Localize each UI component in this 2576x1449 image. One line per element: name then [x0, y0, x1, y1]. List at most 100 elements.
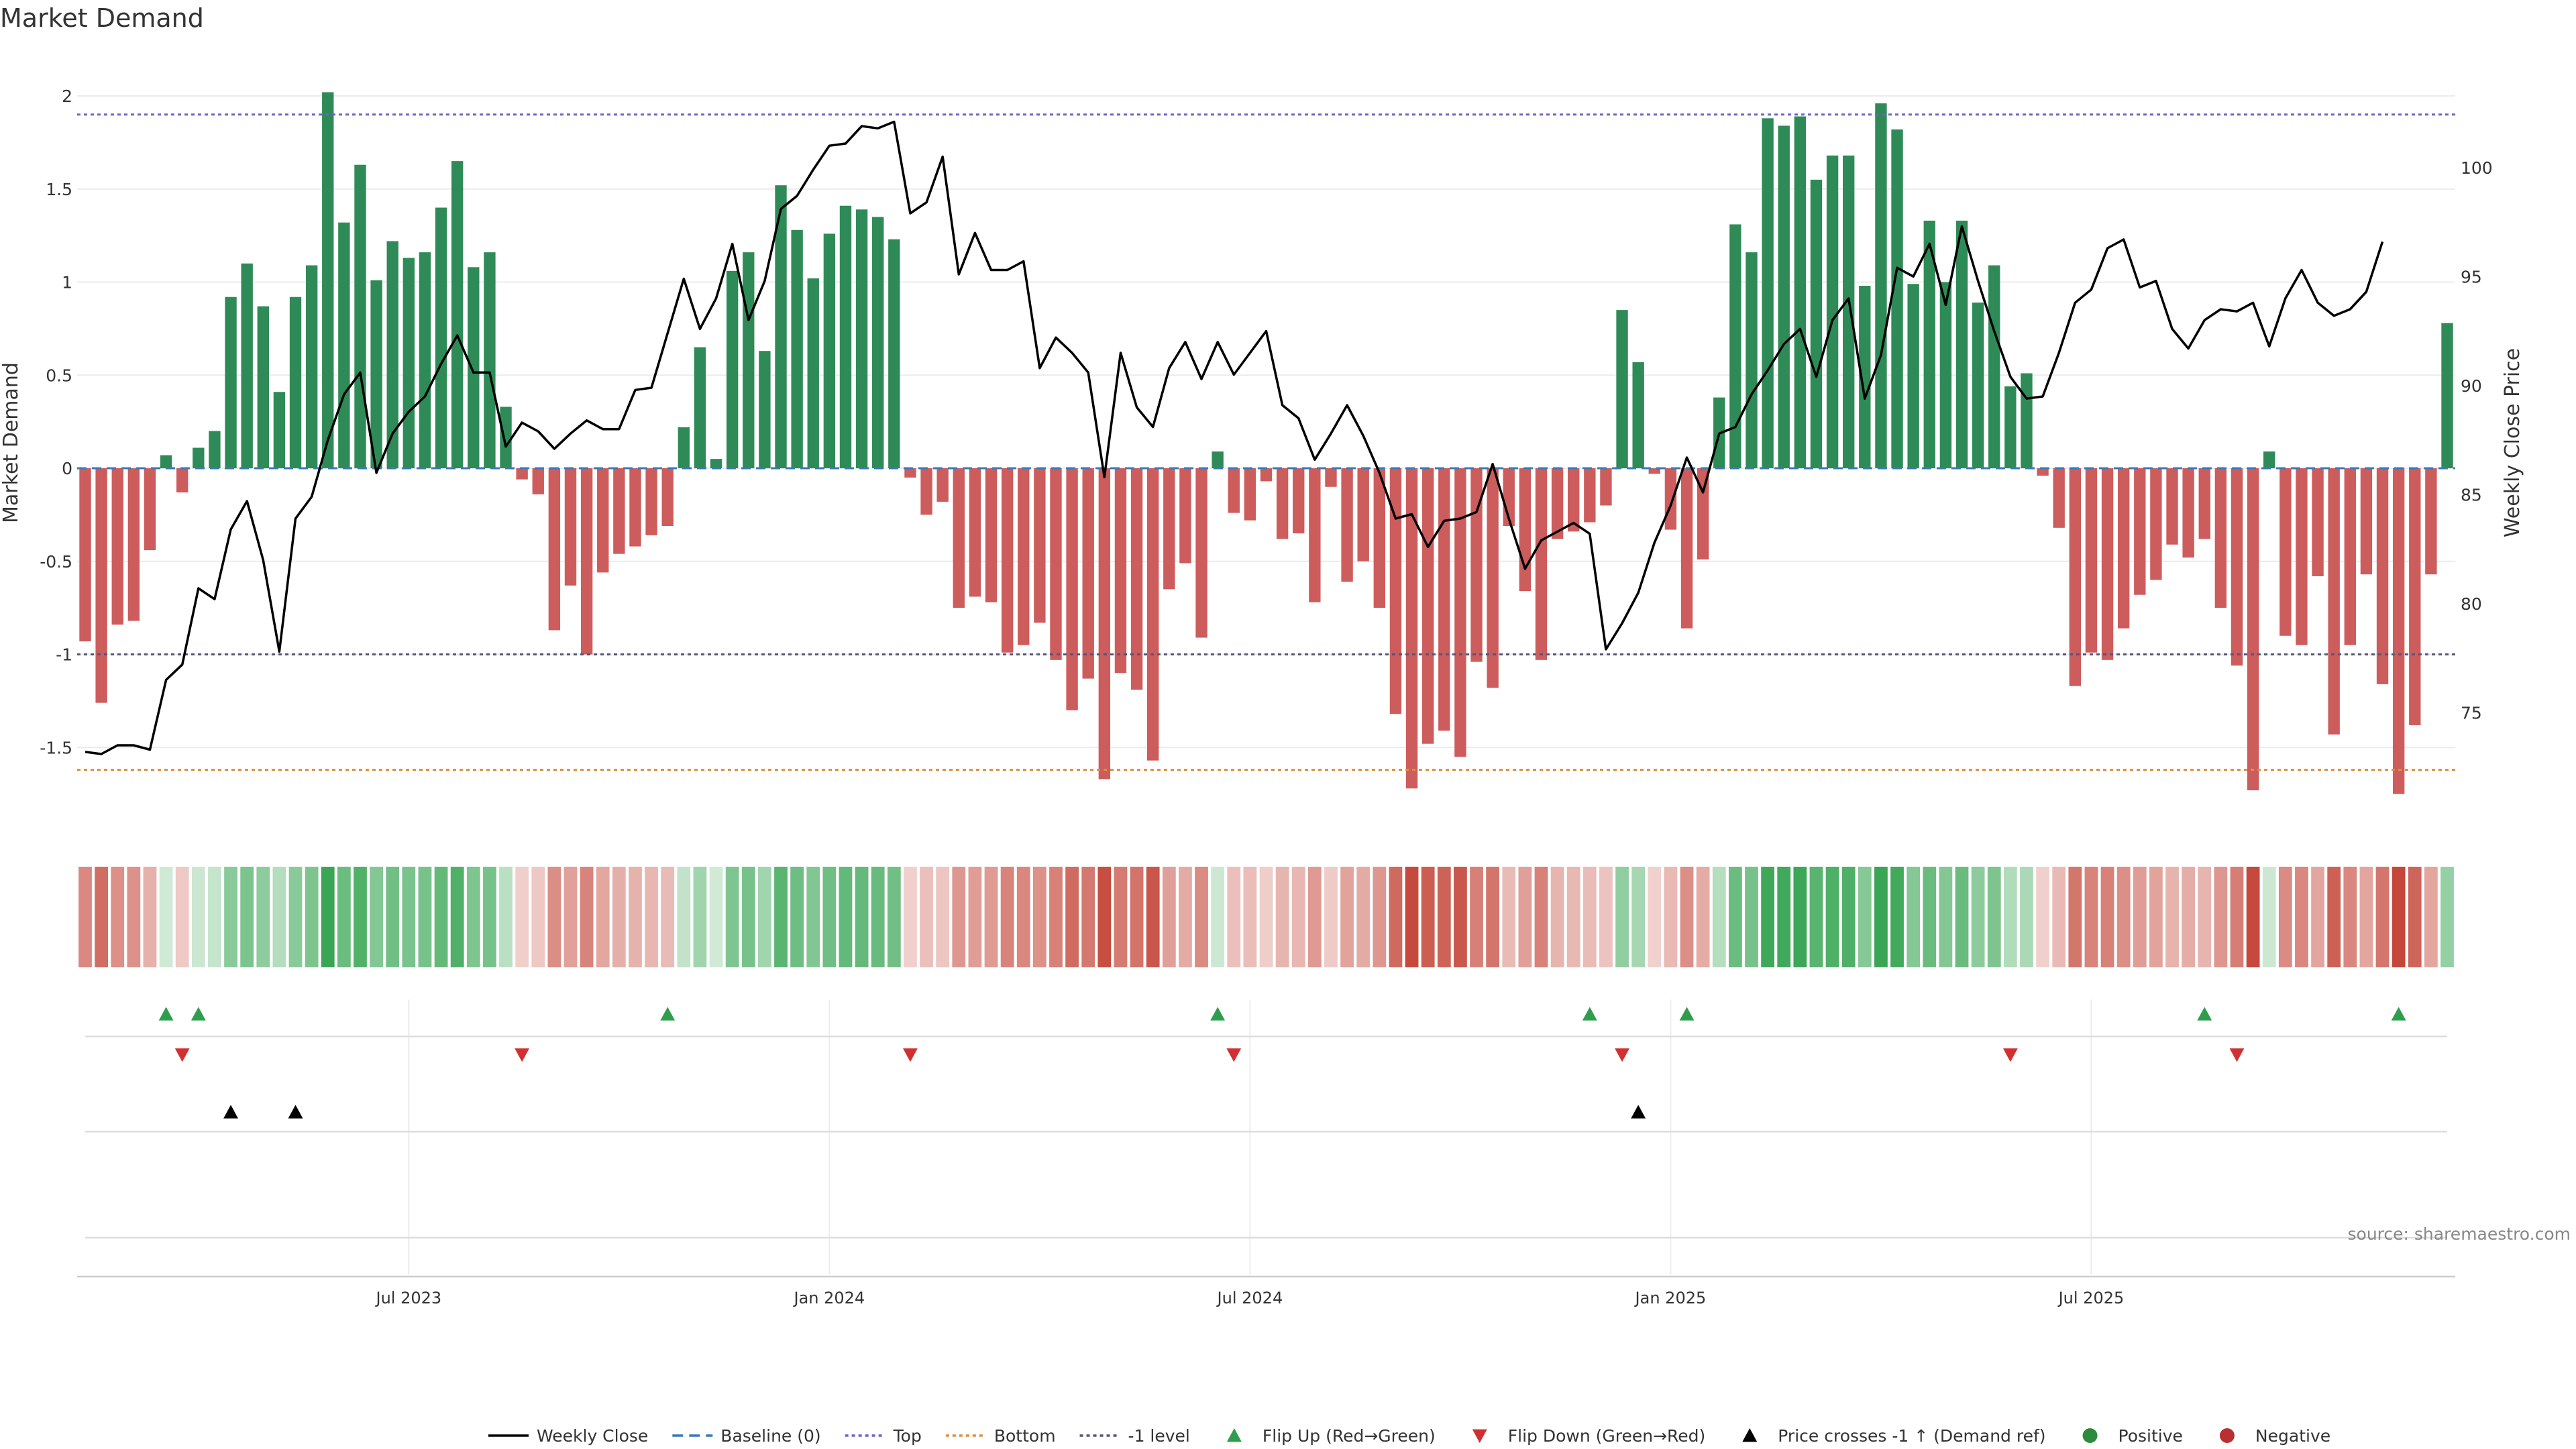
demand-bar	[160, 455, 172, 468]
heat-cell	[1534, 867, 1548, 967]
heat-cell	[904, 867, 917, 967]
heat-cell	[2214, 867, 2228, 967]
heat-cell	[1049, 867, 1063, 967]
demand-bar	[807, 278, 819, 468]
x-tick-label: Jul 2023	[374, 1289, 441, 1307]
legend: Weekly Close Baseline (0) Top Bottom -1 leve…	[488, 1426, 2330, 1446]
heat-cell	[1291, 867, 1305, 967]
y2-axis-label: Weekly Close Price	[2501, 348, 2524, 537]
heat-cell	[1373, 867, 1387, 967]
heat-cell	[515, 867, 529, 967]
demand-bar	[953, 468, 965, 608]
heat-cell	[2295, 867, 2308, 967]
y-tick-label: 1	[62, 273, 72, 292]
price-cross-marker	[288, 1105, 303, 1119]
heat-cell	[272, 867, 286, 967]
legend-swatch	[2219, 1428, 2235, 1443]
demand-bar	[2021, 373, 2033, 468]
legend-label: Flip Up (Red→Green)	[1263, 1426, 1436, 1446]
heat-cell	[2408, 867, 2422, 967]
heat-cell	[1162, 867, 1176, 967]
demand-bar	[2004, 386, 2017, 468]
heat-cell	[191, 867, 205, 967]
heat-cell	[1582, 867, 1597, 967]
heat-cell	[2198, 867, 2212, 967]
demand-bar	[305, 265, 318, 468]
heat-cell	[2084, 867, 2098, 967]
heat-cell	[2100, 867, 2114, 967]
heat-cell	[1923, 867, 1937, 967]
heat-cell	[1761, 867, 1774, 967]
y-tick-label: -1	[56, 645, 72, 665]
heat-cell	[855, 867, 869, 967]
heat-cell	[2311, 867, 2324, 967]
demand-bar	[1778, 125, 1790, 468]
y-tick-label: -0.5	[40, 552, 72, 572]
demand-bar	[629, 468, 641, 547]
heat-cell	[2278, 867, 2292, 967]
heat-cell	[1939, 867, 1953, 967]
heat-cell	[1987, 867, 2001, 967]
y2-tick-label: 85	[2461, 485, 2482, 504]
heat-cell	[1275, 867, 1289, 967]
heat-cell	[1243, 867, 1257, 967]
legend-label: Top	[893, 1426, 922, 1446]
demand-bar	[516, 468, 528, 480]
demand-bar	[386, 241, 398, 468]
demand-bar	[1600, 468, 1612, 506]
flip-down-marker	[2002, 1048, 2018, 1062]
heat-cell	[95, 867, 109, 967]
demand-bar	[1212, 451, 1224, 468]
demand-bar	[2312, 468, 2324, 576]
heat-cell	[1777, 867, 1791, 967]
demand-bar	[2409, 468, 2421, 725]
demand-bar	[1907, 284, 1919, 468]
demand-bar	[1228, 468, 1240, 513]
heat-cell	[822, 867, 837, 967]
legend-label: Bottom	[994, 1426, 1056, 1446]
heat-cell	[871, 867, 885, 967]
y-axis-label: Market Demand	[0, 362, 23, 523]
demand-bar	[2085, 468, 2098, 653]
heat-cell	[1745, 867, 1758, 967]
demand-bars	[79, 92, 2453, 794]
heat-cell	[887, 867, 901, 967]
legend-item: -1 level	[1079, 1426, 1190, 1446]
demand-bar	[2231, 468, 2243, 666]
heat-cell	[547, 867, 561, 967]
heat-cell	[580, 867, 594, 967]
legend-label: Weekly Close	[537, 1426, 648, 1446]
legend-label: Flip Down (Green→Red)	[1508, 1426, 1706, 1446]
event-markers	[77, 1007, 2455, 1278]
demand-bar	[726, 270, 739, 468]
demand-bar	[1972, 303, 1984, 468]
y2-tick-label: 80	[2461, 594, 2482, 614]
y2-tick-label: 100	[2461, 158, 2493, 178]
demand-bar	[2053, 468, 2065, 528]
demand-bar	[1584, 468, 1596, 523]
heat-cell	[1016, 867, 1030, 967]
demand-bar	[1875, 103, 1887, 469]
demand-bar	[79, 468, 91, 642]
demand-bar	[1389, 468, 1402, 714]
heat-cell	[2359, 867, 2373, 967]
heat-cell	[159, 867, 173, 967]
demand-bar	[2198, 468, 2210, 539]
demand-bar	[2425, 468, 2437, 575]
flip-down-marker	[902, 1048, 918, 1062]
demand-bar	[1082, 468, 1094, 679]
demand-bar	[2037, 468, 2049, 476]
heat-cell	[1841, 867, 1856, 967]
demand-bar	[2360, 468, 2373, 575]
demand-bar	[95, 468, 107, 703]
demand-bar	[1859, 286, 1871, 468]
heat-cell	[531, 867, 545, 967]
demand-bar	[1293, 468, 1305, 534]
demand-bar	[855, 209, 868, 468]
heat-cell	[2182, 867, 2196, 967]
heat-cell	[2343, 867, 2357, 967]
heat-cell	[839, 867, 853, 967]
heat-cell	[1599, 867, 1613, 967]
demand-bar	[322, 92, 334, 468]
demand-bar	[1357, 468, 1369, 561]
